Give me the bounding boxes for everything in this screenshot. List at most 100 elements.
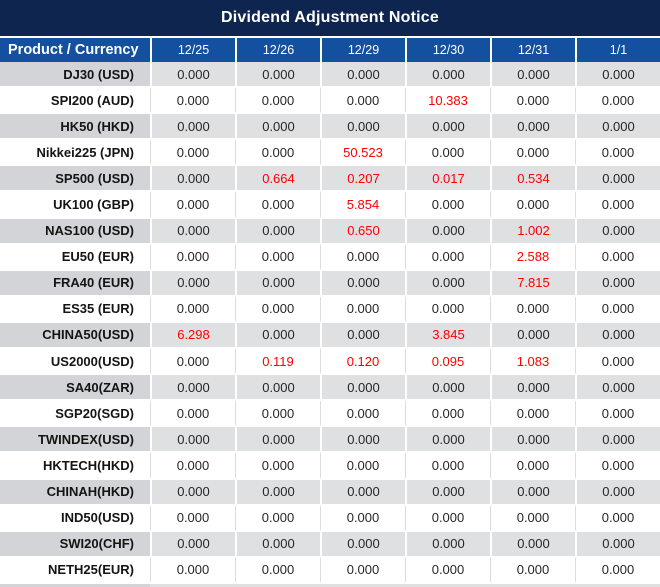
column-header-date: 12/26 [235,38,320,62]
value-cell: 0.000 [490,88,575,113]
product-cell: US2000(USD) [50,353,134,369]
next-row-sliver [0,583,660,587]
value-cell: 0.000 [235,192,320,217]
product-cell: CHINA50(USD) [0,322,150,348]
value-cell: 0.000 [150,270,235,295]
value-cell: 0.000 [235,557,320,582]
value-cell: 0.000 [235,114,320,139]
value-cell: 0.000 [490,531,575,556]
table-row: SWI20(CHF) 0.000 0.000 0.000 0.000 0.000 0.00… [0,531,660,558]
value-cell: 0.000 [235,531,320,556]
value-cell: 0.000 [405,218,490,243]
product-cell: IND50(USD) [61,510,134,526]
value-cell: 0.000 [320,531,405,556]
value-cell: 0.000 [405,505,490,530]
value-cell: 0.000 [575,479,660,504]
value-cell: 0.000 [405,427,490,452]
table-header-row: Product / Currency 12/25 12/26 12/29 12/… [0,36,660,62]
column-header-date: 12/31 [490,38,575,62]
value-cell: 0.000 [150,244,235,269]
value-cell: 0.000 [405,296,490,321]
value-cell: 0.000 [320,479,405,504]
product-cell: ES35 (EUR) [62,301,134,317]
value-cell: 0.000 [150,166,235,191]
value-cell: 0.650 [320,218,405,243]
value-cell: 0.000 [490,453,575,478]
value-cell: 0.000 [235,140,320,165]
value-cell: 0.000 [320,401,405,426]
value-cell: 0.000 [405,401,490,426]
value-cell: 0.000 [150,62,235,87]
product-cell: EU50 (EUR) [61,249,134,265]
table-row: SPI200 (AUD) 0.000 0.000 0.000 10.383 0.000 0… [0,88,660,115]
value-cell: 0.000 [490,505,575,530]
table-row: HK50 (HKD) 0.000 0.000 0.000 0.000 0.000 0.00… [0,114,660,141]
table-row: HKTECH(HKD) 0.000 0.000 0.000 0.000 0.000 0.0… [0,453,660,480]
value-cell: 0.120 [320,349,405,374]
value-cell: 0.000 [405,140,490,165]
value-cell: 2.588 [490,244,575,269]
value-cell: 0.000 [150,140,235,165]
value-cell: 0.000 [150,114,235,139]
value-cell: 0.000 [235,322,320,348]
product-cell: SPI200 (AUD) [50,92,134,108]
value-cell: 0.000 [320,505,405,530]
column-header-date: 12/30 [405,38,490,62]
value-cell: 0.000 [490,557,575,582]
value-cell: 0.000 [575,88,660,113]
value-cell: 1.002 [490,218,575,243]
product-cell: HKTECH(HKD) [43,457,134,473]
value-cell: 0.000 [320,322,405,348]
table-row: FRA40 (EUR) 0.000 0.000 0.000 0.000 7.815 0.0… [0,270,660,297]
table-row: UK100 (GBP) 0.000 0.000 5.854 0.000 0.000 0.0… [0,192,660,219]
table-body: DJ30 (USD) 0.000 0.000 0.000 0.000 0.000 0.00… [0,62,660,584]
value-cell: 0.000 [405,114,490,139]
value-cell: 0.000 [575,557,660,582]
value-cell: 0.000 [150,557,235,582]
value-cell: 0.000 [490,401,575,426]
value-cell: 0.000 [320,557,405,582]
value-cell: 0.000 [575,453,660,478]
value-cell: 50.523 [320,140,405,165]
product-cell: NETH25(EUR) [48,562,134,578]
value-cell: 0.207 [320,166,405,191]
value-cell: 0.000 [575,375,660,400]
table-row: SGP20(SGD) 0.000 0.000 0.000 0.000 0.000 0.00… [0,401,660,428]
value-cell: 0.000 [490,296,575,321]
value-cell: 0.000 [575,270,660,295]
value-cell: 0.000 [235,62,320,87]
value-cell: 0.000 [575,114,660,139]
table-row: CHINAH(HKD) 0.000 0.000 0.000 0.000 0.000 0.0… [0,479,660,506]
table-row: ES35 (EUR) 0.000 0.000 0.000 0.000 0.000 0.00… [0,296,660,323]
table-row: TWINDEX(USD) 0.000 0.000 0.000 0.000 0.000 0.… [0,427,660,454]
value-cell: 0.000 [320,270,405,295]
value-cell: 0.000 [405,270,490,295]
product-cell: UK100 (GBP) [53,197,134,213]
value-cell: 0.000 [490,192,575,217]
value-cell: 0.000 [150,479,235,504]
value-cell: 0.000 [405,453,490,478]
product-cell: Nikkei225 (JPN) [36,144,134,160]
value-cell: 0.000 [575,166,660,191]
next-row-sliver-cells [150,583,660,587]
column-header-date: 12/25 [150,38,235,62]
value-cell: 0.000 [150,375,235,400]
value-cell: 0.000 [235,479,320,504]
product-cell: SA40(ZAR) [0,375,150,400]
table-row: EU50 (EUR) 0.000 0.000 0.000 0.000 2.588 0.00… [0,244,660,271]
value-cell: 5.854 [320,192,405,217]
value-cell: 0.000 [320,88,405,113]
value-cell: 0.000 [235,401,320,426]
value-cell: 1.083 [490,349,575,374]
value-cell: 0.000 [235,244,320,269]
value-cell: 0.000 [235,375,320,400]
value-cell: 0.000 [575,401,660,426]
product-cell: TWINDEX(USD) [0,427,150,452]
value-cell: 0.000 [235,270,320,295]
value-cell: 3.845 [405,322,490,348]
value-cell: 0.664 [235,166,320,191]
value-cell: 10.383 [405,88,490,113]
value-cell: 0.000 [575,192,660,217]
table-row: NETH25(EUR) 0.000 0.000 0.000 0.000 0.000 0.0… [0,557,660,584]
